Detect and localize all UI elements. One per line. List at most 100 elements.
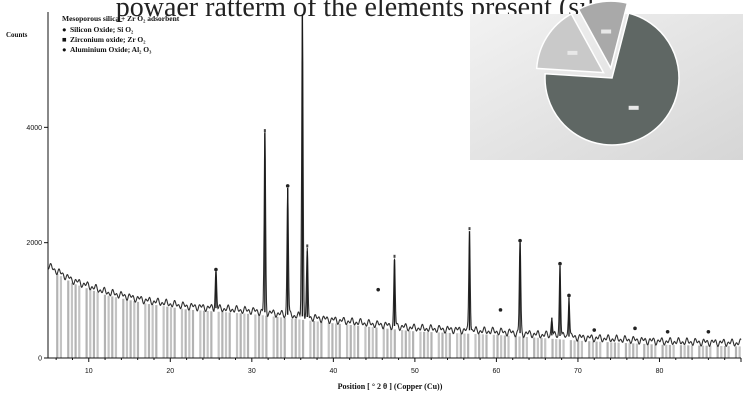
reference-bar (595, 341, 598, 358)
reference-bar (555, 339, 558, 358)
reference-bar (694, 345, 697, 358)
reference-bar (445, 332, 448, 358)
reference-bar (690, 345, 694, 358)
reference-bar (173, 307, 176, 358)
reference-bar (213, 311, 217, 358)
reference-bar (338, 323, 341, 358)
reference-bar (661, 344, 664, 358)
reference-bar (412, 331, 415, 358)
reference-bar (250, 314, 253, 358)
reference-bar (265, 315, 268, 358)
pie-slice-label (601, 29, 612, 34)
phase-marker (468, 227, 471, 231)
reference-bar (423, 331, 426, 358)
reference-bar (676, 345, 679, 358)
reference-bar (507, 335, 510, 358)
reference-bar (536, 337, 539, 358)
reference-bar (408, 330, 411, 358)
reference-bar (316, 321, 319, 358)
reference-bar (529, 337, 532, 358)
reference-bar (375, 327, 378, 358)
reference-bar (599, 341, 602, 358)
reference-bar (456, 333, 459, 358)
reference-bar (489, 334, 492, 358)
pie-slice-label (628, 105, 639, 110)
reference-bar (74, 284, 77, 358)
reference-bar (162, 306, 165, 358)
x-tick-label: 50 (411, 368, 419, 375)
reference-bar (63, 278, 66, 358)
reference-bar (342, 324, 345, 358)
reference-bar (390, 329, 393, 358)
reference-bar (356, 325, 360, 358)
reference-bar (481, 334, 484, 358)
reference-bar (70, 282, 74, 358)
reference-bar (166, 306, 169, 358)
legend-title: Mesoporous silica + Zr O₂ adsorbent (62, 14, 180, 23)
reference-bar (467, 333, 470, 358)
phase-marker (263, 129, 266, 133)
reference-bar (224, 312, 228, 358)
reference-bar (309, 320, 312, 358)
reference-bar (59, 276, 63, 358)
reference-bar (679, 345, 683, 358)
reference-bar (257, 314, 261, 358)
legend-entry: Silicon Oxide; Si O₂ (70, 25, 134, 34)
phase-marker (592, 328, 597, 332)
reference-bar (85, 288, 88, 358)
reference-bar (345, 324, 349, 358)
reference-bar (474, 333, 477, 358)
reference-bar (111, 296, 114, 358)
reference-bar (78, 285, 81, 358)
reference-bar (323, 322, 327, 358)
reference-bar (533, 337, 536, 358)
reference-bar (430, 332, 433, 358)
x-tick-label: 10 (85, 368, 93, 375)
reference-bar (437, 332, 440, 358)
x-axis-label: Position [ ° 2 θ ] (Copper (Cu)) (338, 382, 443, 391)
reference-bar (525, 337, 528, 358)
reference-bar (628, 343, 631, 358)
phase-marker (665, 329, 670, 334)
reference-bar (140, 302, 143, 358)
reference-bar (547, 338, 550, 358)
reference-bar (199, 310, 202, 358)
reference-bar (364, 326, 367, 358)
reference-bar (243, 313, 246, 358)
reference-bar (613, 342, 617, 358)
reference-bar (349, 325, 352, 358)
legend-symbol: ● (62, 25, 67, 34)
reference-bar (617, 342, 620, 358)
reference-bar (573, 340, 576, 358)
pie-inset (470, 0, 743, 160)
reference-bar (470, 333, 473, 358)
x-tick-label: 40 (329, 368, 337, 375)
y-tick-label: 2000 (26, 240, 42, 247)
reference-bar (382, 328, 385, 358)
reference-bar (734, 346, 738, 358)
reference-bar (654, 344, 657, 358)
reference-bar (419, 331, 422, 358)
reference-bar (404, 330, 407, 358)
reference-bar (584, 341, 587, 358)
reference-bar (643, 343, 646, 358)
reference-bar (221, 312, 224, 358)
reference-bar (727, 346, 730, 358)
reference-bar (723, 346, 727, 358)
reference-bar (459, 333, 462, 358)
reference-bar (290, 318, 294, 358)
reference-bar (67, 280, 70, 358)
reference-bar (496, 334, 499, 358)
x-tick-label: 60 (493, 368, 501, 375)
reference-bar (188, 309, 191, 358)
reference-bar (279, 317, 283, 358)
reference-bar (206, 310, 209, 358)
reference-bar (602, 341, 606, 358)
legend-symbol: ● (62, 45, 67, 54)
reference-bar (239, 313, 242, 358)
reference-bar (716, 345, 719, 358)
reference-bar (180, 308, 184, 358)
y-tick-label: 4000 (26, 125, 42, 132)
